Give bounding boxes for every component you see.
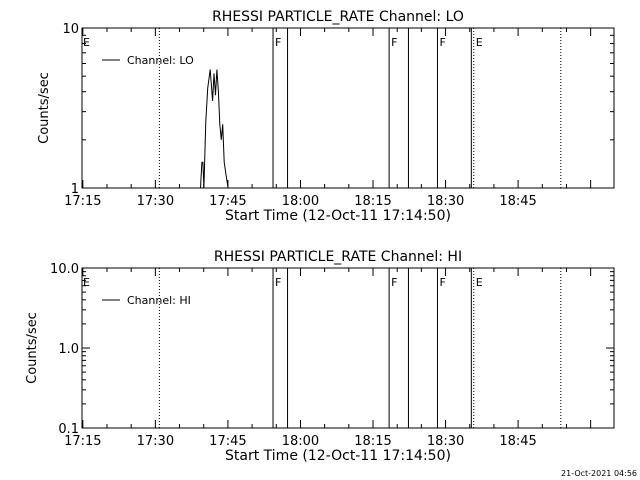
timestamp: 21-Oct-2021 04:56: [561, 469, 637, 478]
x-tick-label: 17:15: [64, 434, 101, 449]
legend-label: Channel: LO: [127, 54, 194, 67]
plot-frame: [81, 267, 615, 429]
flag-label: F: [391, 36, 397, 49]
y-tick-label: 1: [71, 182, 79, 197]
x-tick-label: 17:30: [137, 194, 174, 209]
flag-label: F: [275, 276, 281, 289]
legend-label: Channel: HI: [127, 294, 191, 307]
x-tick-label: 17:45: [209, 434, 246, 449]
x-tick-label: 18:30: [427, 434, 464, 449]
x-axis-label: Start Time (12-Oct-11 17:14:50): [225, 448, 451, 464]
flag-label: E: [476, 276, 483, 289]
chart-title: RHESSI PARTICLE_RATE Channel: LO: [212, 9, 464, 25]
x-tick-label: 18:30: [427, 194, 464, 209]
x-tick-label: 18:45: [499, 434, 536, 449]
y-tick-label: 10: [62, 22, 79, 37]
plot-frame: [81, 27, 615, 189]
flag-label: F: [439, 36, 445, 49]
x-tick-label: 18:15: [354, 434, 391, 449]
chart-title: RHESSI PARTICLE_RATE Channel: HI: [214, 249, 462, 265]
y-tick-label: 1.0: [58, 342, 79, 357]
flag-label-edge: E: [83, 36, 90, 49]
chart-panel-2: RHESSI PARTICLE_RATE Channel: HI 17:15 17:…: [25, 249, 615, 464]
x-tick-label: 17:30: [137, 434, 174, 449]
data-series-line: [200, 69, 229, 189]
x-axis-label: Start Time (12-Oct-11 17:14:50): [225, 208, 451, 224]
flag-label-edge: E: [83, 276, 90, 289]
flag-label: F: [275, 36, 281, 49]
x-tick-label: 17:15: [64, 194, 101, 209]
x-tick-label: 17:45: [209, 194, 246, 209]
flag-label: F: [391, 276, 397, 289]
chart-panel-1: RHESSI PARTICLE_RATE Channel: LO 17:15 17:…: [37, 9, 615, 224]
x-tick-label: 18:00: [282, 434, 319, 449]
y-tick-label: 10.0: [50, 262, 79, 277]
chart-panels: RHESSI PARTICLE_RATE Channel: LO 17:15 17:…: [25, 9, 615, 464]
x-tick-label: 18:00: [282, 194, 319, 209]
x-tick-label: 18:45: [499, 194, 536, 209]
x-tick-label: 18:15: [354, 194, 391, 209]
flag-label: E: [476, 36, 483, 49]
flag-label: F: [439, 276, 445, 289]
y-axis-label: Counts/sec: [25, 312, 40, 384]
y-axis-label: Counts/sec: [37, 72, 52, 144]
y-tick-label: 0.1: [58, 422, 79, 437]
